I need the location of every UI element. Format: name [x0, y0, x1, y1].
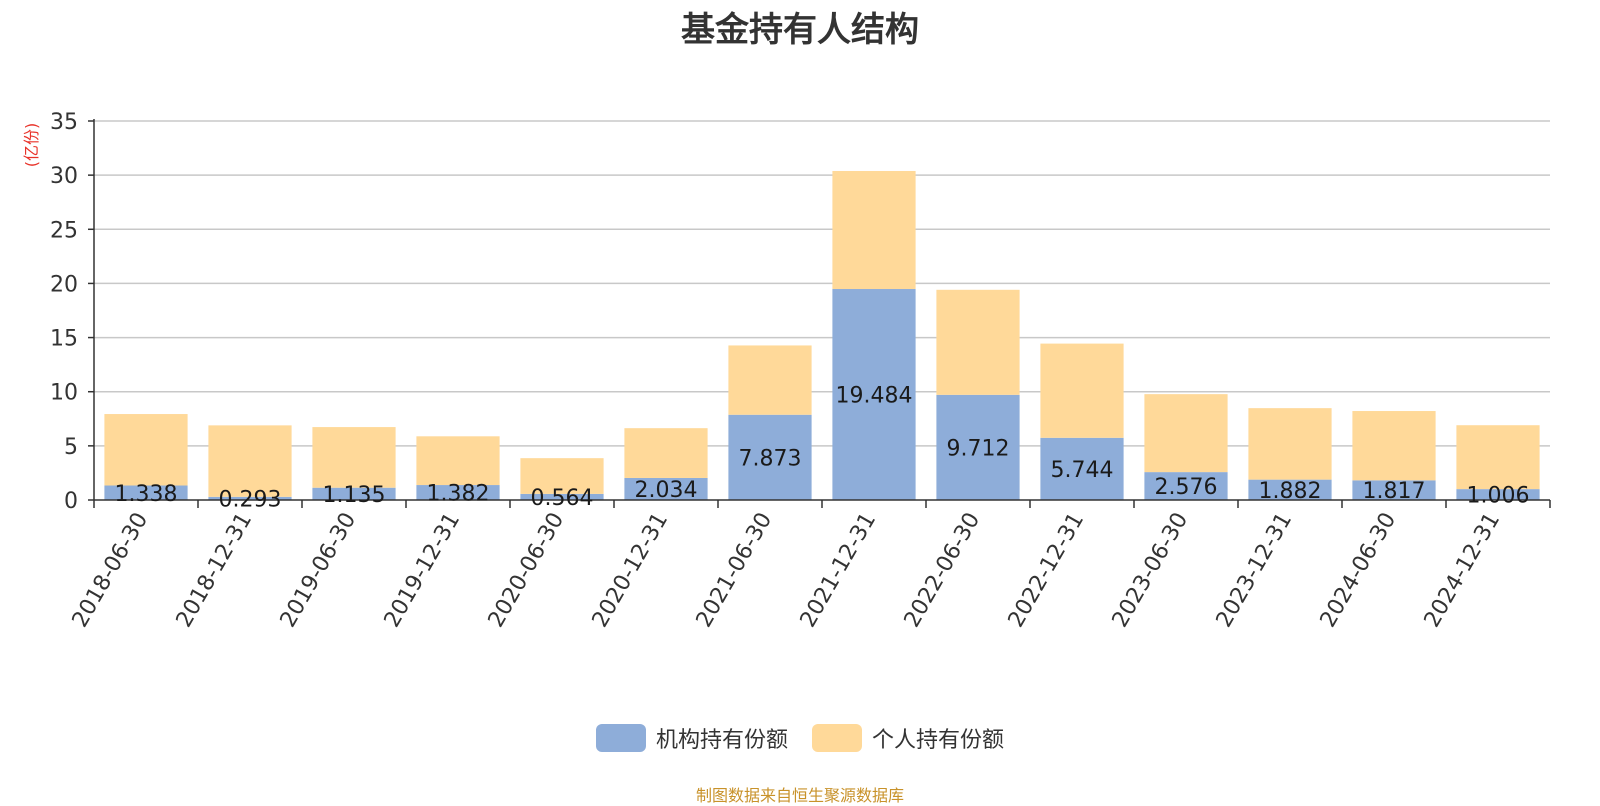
data-label: 1.817 — [1363, 479, 1426, 504]
data-label: 5.744 — [1051, 458, 1114, 483]
bar-individual — [624, 428, 708, 478]
legend-item-institutional[interactable]: 机构持有份额 — [595, 722, 788, 754]
bar-institutional — [1144, 472, 1228, 500]
bar-institutional — [1040, 437, 1124, 500]
y-tick-label: 5 — [64, 435, 78, 460]
x-tick-label: 2018-12-31 — [172, 509, 258, 632]
chart-title: 基金持有人结构 — [681, 10, 919, 50]
x-tick-label: 2020-12-31 — [588, 509, 674, 632]
bar-institutional — [208, 496, 292, 500]
bar-institutional — [312, 487, 396, 500]
data-source-note: 制图数据来自恒生聚源数据库 — [695, 786, 904, 805]
data-label: 1.882 — [1259, 479, 1322, 504]
y-tick-label: 25 — [50, 218, 78, 243]
y-tick-label: 10 — [50, 381, 78, 406]
legend-label-institutional: 机构持有份额 — [655, 728, 788, 753]
bar-institutional — [1456, 489, 1540, 500]
data-label: 1.135 — [323, 483, 386, 508]
x-tick-label: 2021-12-31 — [796, 509, 882, 632]
bar-individual — [208, 425, 292, 497]
x-tick-label: 2023-06-30 — [1108, 509, 1194, 632]
bar-individual — [104, 414, 188, 486]
x-tick-label: 2023-12-31 — [1212, 509, 1298, 632]
bar-individual — [520, 458, 604, 494]
data-label: 7.873 — [739, 446, 802, 471]
data-label: 1.382 — [427, 482, 490, 507]
data-label: 0.293 — [219, 487, 282, 512]
data-label: 1.338 — [115, 482, 178, 507]
y-axis-label: (亿份) — [22, 123, 41, 168]
bar-individual — [1144, 394, 1228, 473]
x-tick-label: 2018-06-30 — [68, 509, 154, 632]
data-label: 2.034 — [635, 478, 698, 503]
bar-institutional — [936, 394, 1020, 500]
x-tick-label: 2019-12-31 — [380, 509, 466, 632]
legend-swatch-institutional — [595, 724, 646, 752]
legend-item-individual[interactable]: 个人持有份额 — [812, 722, 1004, 754]
y-tick-label: 35 — [50, 110, 78, 135]
bar-institutional — [416, 485, 500, 500]
x-tick-label: 2022-06-30 — [900, 509, 986, 632]
x-tick-label: 2020-06-30 — [484, 509, 570, 632]
legend: 机构持有份额 个人持有份额 — [0, 722, 1600, 754]
bar-individual — [728, 345, 812, 415]
data-label: 2.576 — [1155, 475, 1218, 500]
data-label: 0.564 — [531, 486, 594, 511]
bar-institutional — [1352, 480, 1436, 500]
bar-institutional — [624, 477, 708, 500]
x-tick-label: 2024-12-31 — [1420, 509, 1506, 632]
data-label: 1.006 — [1467, 484, 1530, 509]
bar-individual — [1248, 408, 1332, 480]
legend-label-individual: 个人持有份额 — [872, 728, 1005, 753]
bar-individual — [1352, 411, 1436, 481]
data-label: 9.712 — [947, 436, 1010, 461]
x-tick-label: 2024-06-30 — [1316, 509, 1402, 632]
bar-institutional — [1248, 479, 1332, 500]
bar-individual — [832, 170, 916, 290]
bar-individual — [1040, 343, 1124, 438]
gridlines — [94, 120, 1550, 447]
bar-individual — [312, 427, 396, 488]
x-tick-label: 2019-06-30 — [276, 509, 362, 632]
bar-institutional — [728, 414, 812, 500]
data-label: 19.484 — [836, 384, 913, 409]
bar-individual — [1456, 425, 1540, 490]
bar-institutional — [104, 485, 188, 500]
x-tick-label: 2021-06-30 — [692, 509, 778, 632]
bars — [104, 170, 1540, 500]
y-tick-label: 20 — [50, 272, 78, 297]
bar-institutional — [520, 493, 604, 500]
y-tick-label: 0 — [64, 489, 78, 514]
data-labels: 1.338 0.293 1.135 1.382 0.564 2.034 7.873 19.48… — [115, 384, 1530, 513]
y-tick-label: 30 — [50, 164, 78, 189]
bar-institutional — [832, 289, 916, 500]
x-tick-label: 2022-12-31 — [1004, 509, 1090, 632]
bar-individual — [416, 436, 500, 486]
y-tick-label: 15 — [50, 327, 78, 352]
bar-individual — [936, 289, 1020, 395]
legend-swatch-individual — [812, 724, 862, 752]
